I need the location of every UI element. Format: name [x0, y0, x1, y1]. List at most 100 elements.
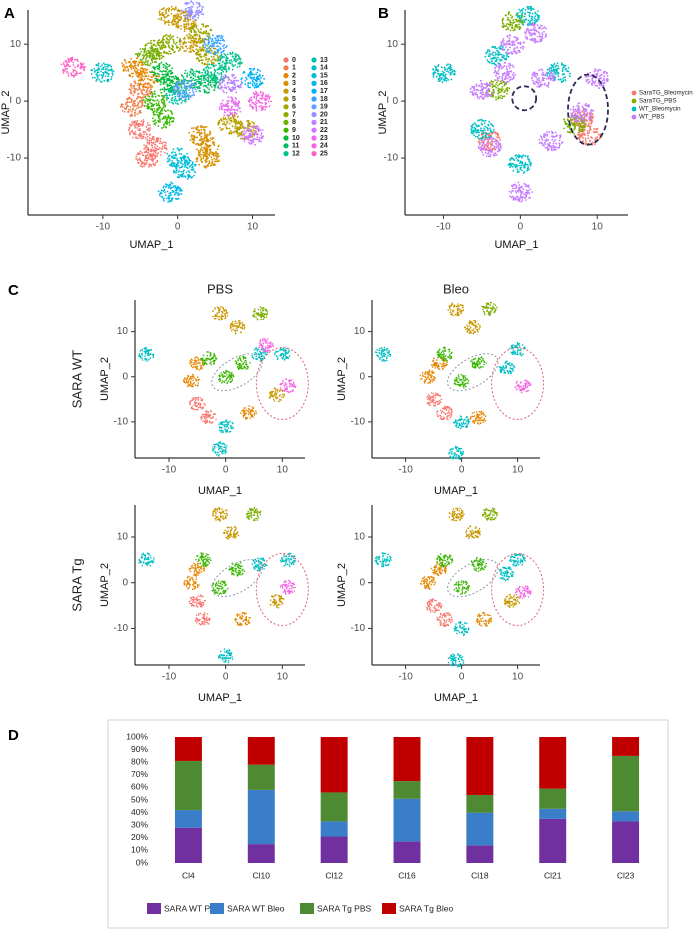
bar-segment [539, 808, 567, 819]
bar-segment [174, 827, 202, 863]
y-tick-label: 10 [10, 39, 22, 50]
bar-segment [320, 792, 348, 822]
y-tick-label: 0 [359, 577, 365, 588]
cell-cluster [211, 580, 229, 595]
highlight-ellipse [491, 347, 545, 421]
cell-cluster [135, 147, 159, 168]
cell-cluster [188, 23, 213, 44]
cell-cluster [481, 301, 498, 317]
bar-segment [320, 821, 348, 837]
highlight-ellipse [255, 347, 309, 421]
y-tick-label: 70% [131, 769, 148, 779]
legend-dot [311, 88, 317, 94]
cell-cluster [508, 181, 534, 203]
x-tick-label: Cl4 [182, 870, 195, 880]
legend-label: 17 [320, 88, 328, 95]
cell-cluster [430, 355, 448, 371]
x-tick-label: 10 [277, 465, 289, 476]
cell-cluster [222, 525, 240, 540]
x-tick-label: -10 [436, 222, 451, 233]
legend-dot [311, 119, 317, 125]
cell-cluster [239, 405, 258, 420]
cell-cluster [240, 67, 265, 89]
cell-cluster [507, 154, 533, 174]
bar-segment [174, 737, 202, 761]
panel-title: PBS [207, 281, 233, 296]
cell-cluster [453, 373, 470, 389]
cell-cluster [157, 33, 182, 55]
x-tick-label: 10 [247, 222, 259, 233]
legend-dot [311, 80, 317, 86]
cell-cluster [516, 5, 541, 26]
legend-dot [631, 106, 637, 112]
legend-label: 1 [292, 65, 296, 72]
cell-cluster [500, 34, 525, 55]
y-axis-title: UMAP_2 [99, 357, 111, 401]
cell-cluster [469, 410, 487, 425]
cell-cluster [158, 5, 183, 26]
cell-cluster [470, 356, 487, 369]
legend-dot [311, 143, 317, 149]
cell-cluster [584, 68, 609, 89]
legend-label: 20 [320, 111, 328, 118]
cell-cluster [218, 369, 235, 385]
cell-cluster [279, 579, 297, 595]
cell-cluster [240, 125, 265, 146]
y-tick-label: -10 [7, 153, 22, 164]
cell-cluster [426, 598, 443, 614]
cell-cluster [448, 445, 464, 460]
y-axis-title: UMAP_2 [99, 563, 111, 607]
legend-dot [283, 88, 289, 94]
bar-segment [612, 811, 640, 822]
highlight-ellipse [447, 353, 499, 392]
legend-label: 6 [292, 104, 296, 111]
cell-cluster [90, 62, 115, 83]
x-tick-label: Cl23 [617, 870, 635, 880]
cell-cluster [188, 594, 206, 608]
bar-segment [612, 821, 640, 863]
cell-cluster [218, 73, 243, 94]
legend-label: SARA Tg PBS [317, 903, 372, 913]
cell-cluster [172, 159, 197, 180]
cell-cluster [469, 79, 494, 100]
y-tick-label: 0 [122, 577, 128, 588]
legend-swatch [147, 903, 161, 914]
x-tick-label: -10 [162, 672, 177, 683]
cell-cluster [432, 63, 456, 84]
legend-label: 0 [292, 57, 296, 64]
cell-cluster [195, 45, 220, 66]
cell-cluster [447, 653, 465, 668]
cell-cluster [135, 45, 160, 67]
legend-label: 14 [320, 65, 328, 72]
cell-cluster [577, 124, 603, 146]
x-tick-label: Cl16 [398, 870, 416, 880]
cell-cluster [183, 373, 201, 388]
y-tick-label: 0% [136, 857, 149, 867]
x-tick-label: Cl10 [253, 870, 271, 880]
y-tick-label: -10 [384, 153, 399, 164]
bar-segment [174, 760, 202, 811]
cell-cluster [258, 337, 274, 353]
y-tick-label: 10 [117, 532, 129, 543]
cell-cluster [538, 130, 564, 152]
legend-label: 18 [320, 96, 328, 103]
x-axis-title: UMAP_1 [494, 239, 538, 251]
legend-label: SARA WT PBS [164, 903, 222, 913]
bar-segment [466, 812, 494, 846]
legend-dot [283, 143, 289, 149]
cell-cluster [530, 68, 556, 89]
cell-cluster [159, 74, 183, 94]
x-tick-label: Cl21 [544, 870, 562, 880]
legend-dot [283, 127, 289, 133]
cell-cluster [172, 79, 198, 101]
cell-cluster [200, 409, 217, 425]
bar-segment [539, 818, 567, 863]
x-tick-label: Cl18 [471, 870, 489, 880]
cell-cluster [217, 51, 243, 71]
legend-dot [283, 151, 289, 157]
legend-label: 11 [292, 143, 300, 150]
y-tick-label: 60% [131, 782, 148, 792]
y-tick-label: 10% [131, 845, 148, 855]
y-tick-label: -10 [114, 417, 129, 428]
